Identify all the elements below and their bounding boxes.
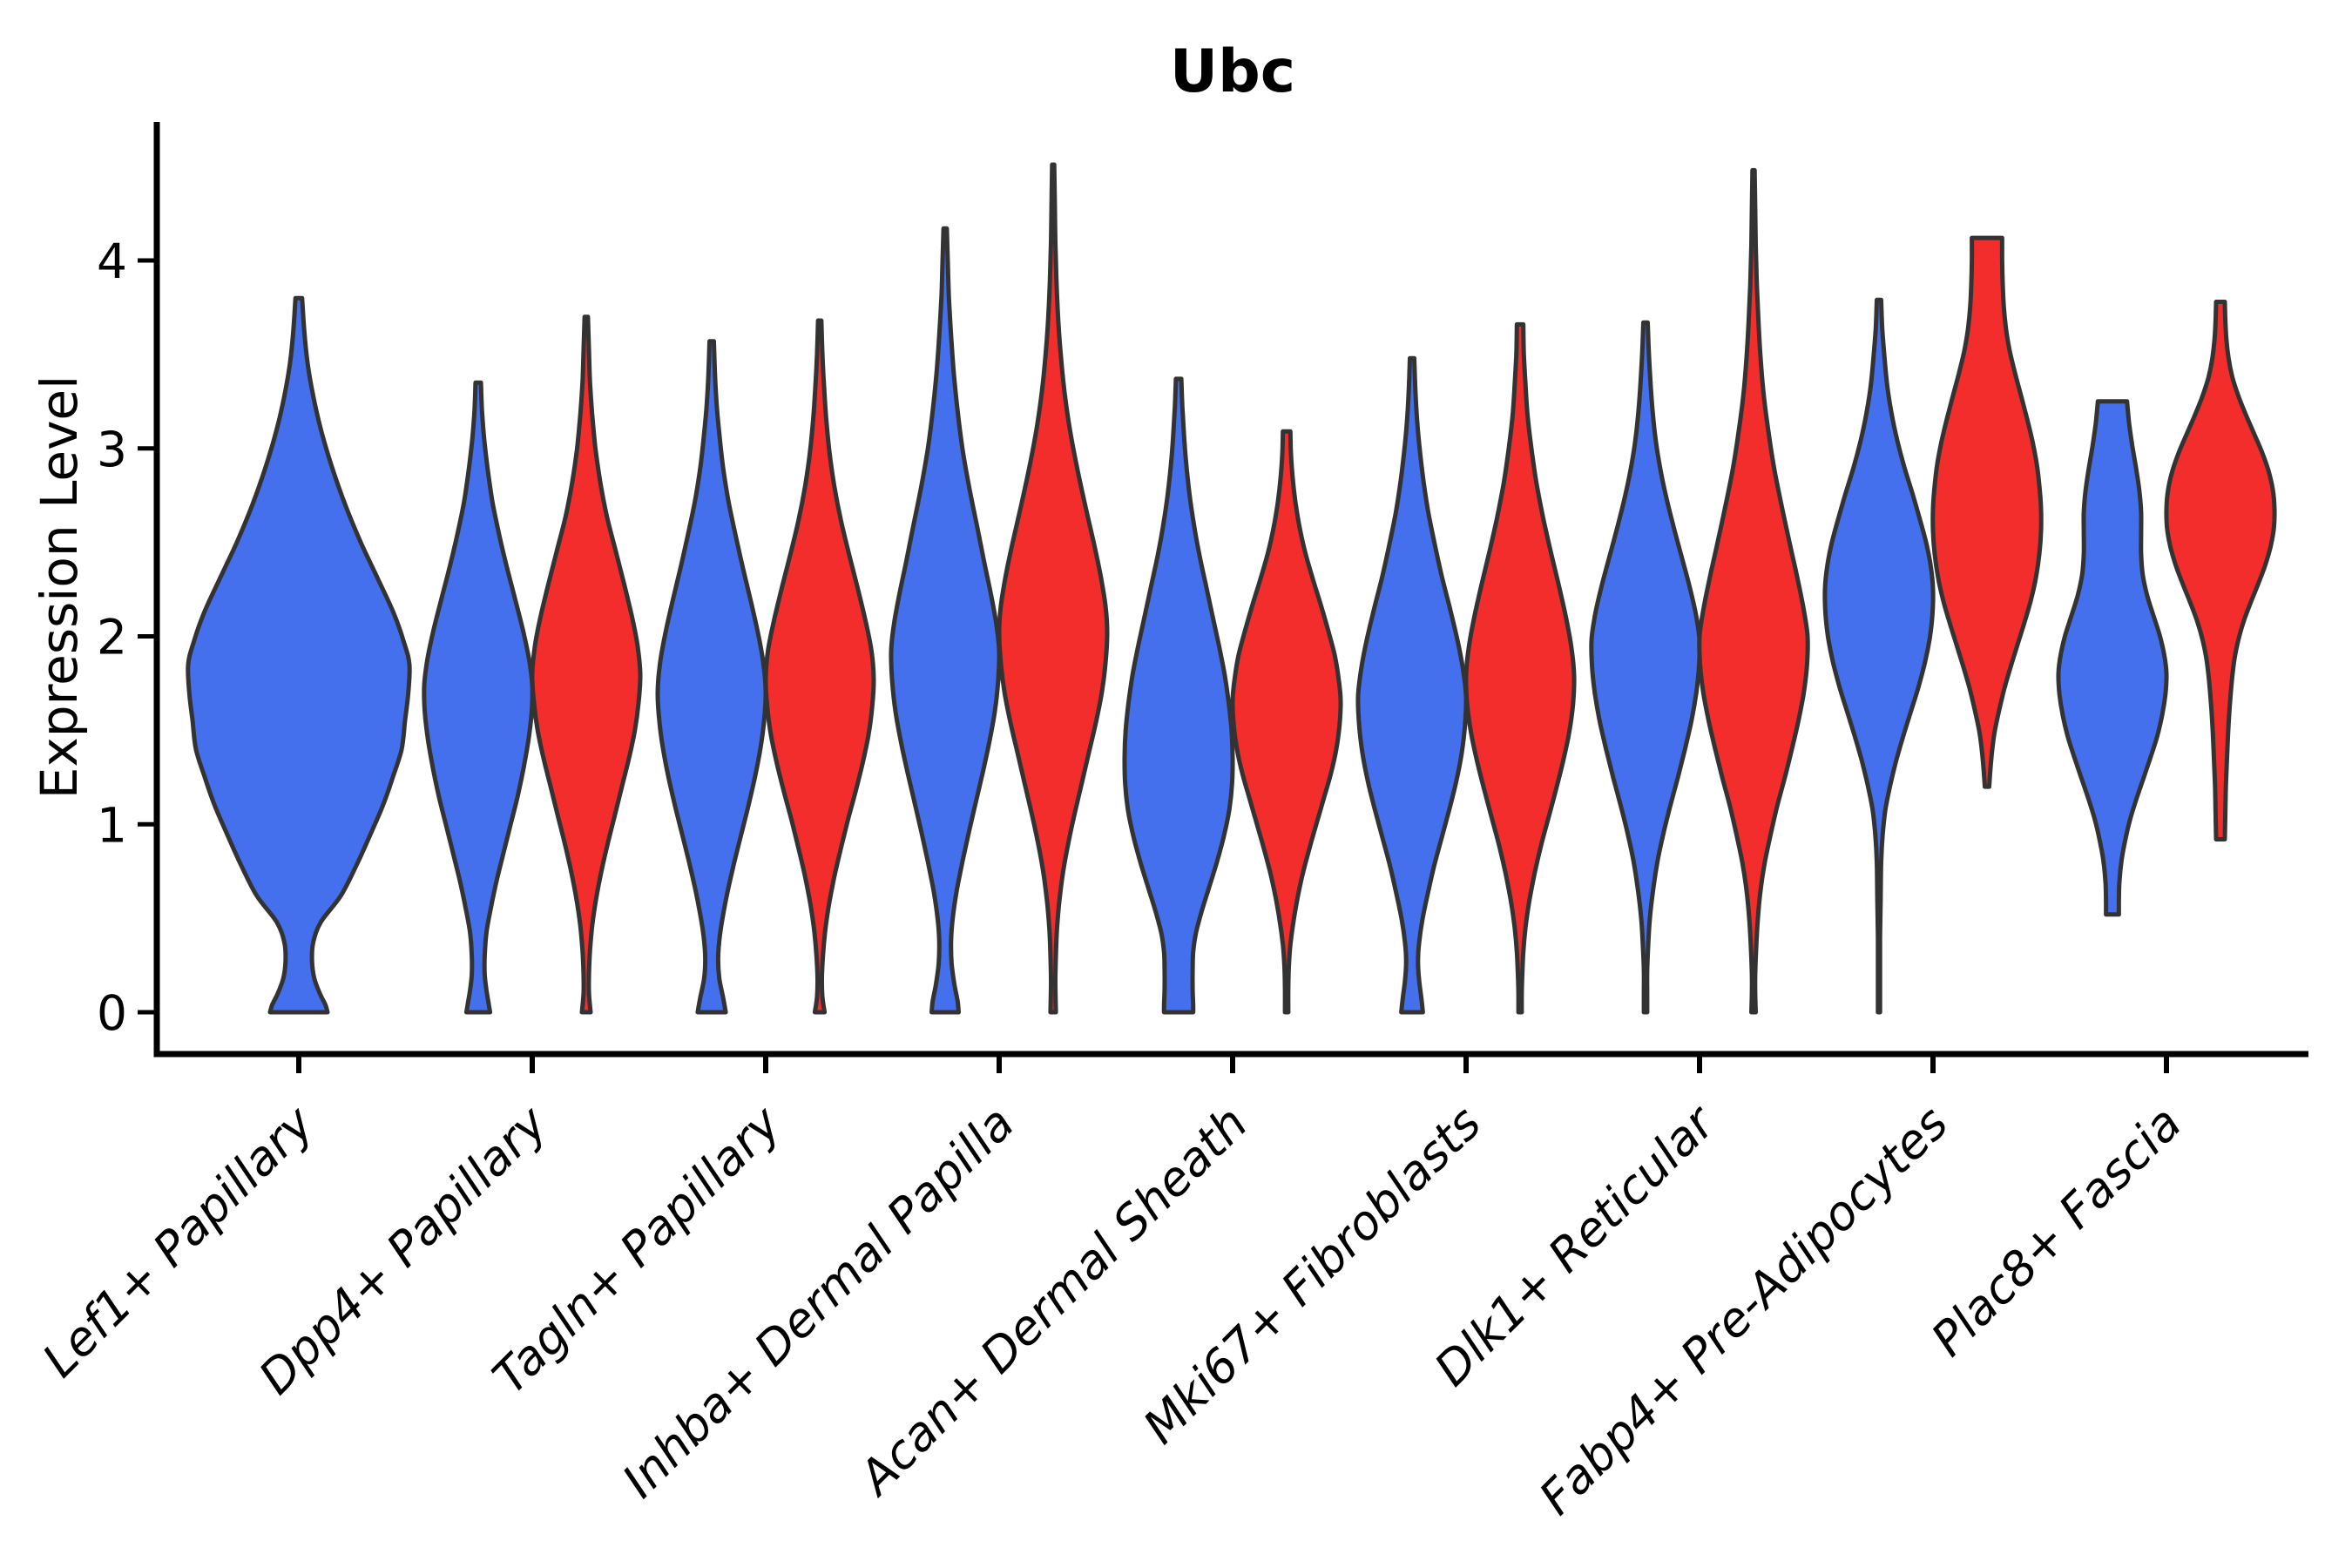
- x-tick-label-fabp4-pre-adipocytes: Fabp4+ Pre-Adipocytes: [1529, 1096, 1958, 1525]
- y-axis-ticks: 0 1 2 3 4: [97, 233, 157, 1041]
- violin-fabp4-pre-adipocytes-group-2: [1930, 235, 2044, 789]
- y-tick-label-4: 4: [97, 233, 127, 289]
- x-tick-label-plac8-fascia: Plac8+ Fascia: [1921, 1096, 2192, 1367]
- violin-dlk1-reticular-group-2: [1697, 167, 1810, 1015]
- violin-dlk1-reticular-group-1: [1589, 320, 1702, 1015]
- violin-mki67-fibroblasts-group-1: [1355, 355, 1469, 1015]
- y-axis-label: Expression Level: [30, 375, 89, 799]
- y-tick-label-0: 0: [97, 985, 127, 1041]
- violin-plac8-fascia-group-2: [2164, 300, 2277, 841]
- violin-acan-dermal-sheath-group-2: [1230, 429, 1343, 1015]
- violin-dpp4-papillary-group-2: [530, 314, 643, 1015]
- x-tick-label-inhba-dermal-papilla: Inhba+ Dermal Papilla: [612, 1096, 1024, 1509]
- violin-dpp4-papillary-group-1: [422, 380, 535, 1015]
- chart-title: Ubc: [1170, 37, 1295, 106]
- violin-mki67-fibroblasts-group-2: [1463, 321, 1577, 1015]
- violin-acan-dermal-sheath-group-1: [1122, 376, 1235, 1015]
- violin-tagln-papillary-group-1: [655, 339, 768, 1015]
- violins-group: [186, 162, 2277, 1015]
- y-tick-label-2: 2: [97, 610, 127, 666]
- violin-plac8-fascia-group-1: [2056, 399, 2169, 917]
- y-tick-label-3: 3: [97, 422, 127, 477]
- violin-lef1-papillary-group-1: [186, 295, 412, 1015]
- violin-inhba-dermal-papilla-group-2: [997, 162, 1110, 1015]
- y-tick-label-1: 1: [97, 797, 127, 853]
- x-tick-label-acan-dermal-sheath: Acan+ Dermal Sheath: [847, 1096, 1258, 1507]
- violin-inhba-dermal-papilla-group-1: [889, 226, 1002, 1015]
- violin-fabp4-pre-adipocytes-group-1: [1822, 297, 1936, 1015]
- violin-tagln-papillary-group-2: [763, 318, 876, 1015]
